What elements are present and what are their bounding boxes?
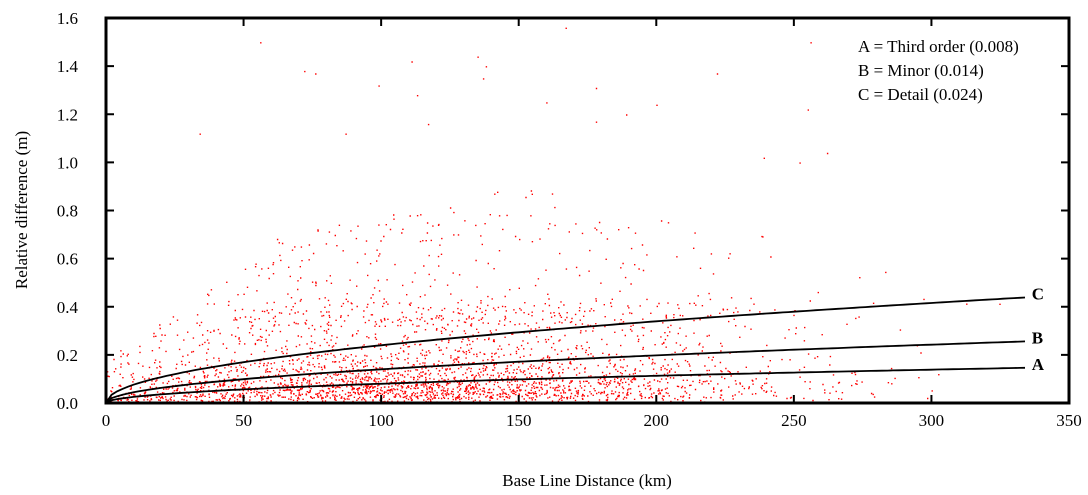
x-tick-label: 300 [919, 411, 945, 430]
legend-entry-a: A = Third order (0.008) [858, 37, 1019, 56]
x-tick-label: 150 [506, 411, 532, 430]
y-tick-label: 0.6 [57, 250, 78, 269]
curve-a [105, 366, 1026, 404]
curve-b [105, 340, 1026, 404]
x-tick-label: 50 [235, 411, 252, 430]
legend: A = Third order (0.008) B = Minor (0.014… [858, 37, 1019, 104]
curve-label-c: C [1032, 284, 1044, 303]
x-tick-label: 200 [644, 411, 670, 430]
y-tick-label: 1.0 [57, 153, 78, 172]
y-axis-label: Relative difference (m) [12, 131, 31, 289]
y-tick-label: 1.2 [57, 105, 78, 124]
x-tick-label: 100 [368, 411, 394, 430]
y-tick-label: 0.8 [57, 202, 78, 221]
curve-label-a: A [1032, 355, 1045, 374]
y-tick-label: 1.6 [57, 9, 78, 28]
y-tick-label: 0.0 [57, 394, 78, 413]
y-tick-label: 0.4 [57, 298, 79, 317]
curve-layer: AB C [105, 284, 1045, 404]
curve-c [105, 296, 1026, 404]
x-axis-label: Base Line Distance (km) [502, 471, 671, 490]
x-tick-label: 350 [1056, 411, 1082, 430]
y-tick-label: 1.4 [57, 57, 79, 76]
curve-label-b: B [1032, 328, 1043, 347]
x-tick-label: 250 [781, 411, 807, 430]
y-tick-label: 0.2 [57, 346, 78, 365]
legend-entry-b: B = Minor (0.014) [858, 61, 984, 80]
tick-layer: 0 50 100 150 200 250 300 350 0.0 0.2 0.4 0.6 0.8 1.0 1… [57, 9, 1082, 430]
x-tick-label: 0 [102, 411, 111, 430]
legend-entry-c: C = Detail (0.024) [858, 85, 983, 104]
